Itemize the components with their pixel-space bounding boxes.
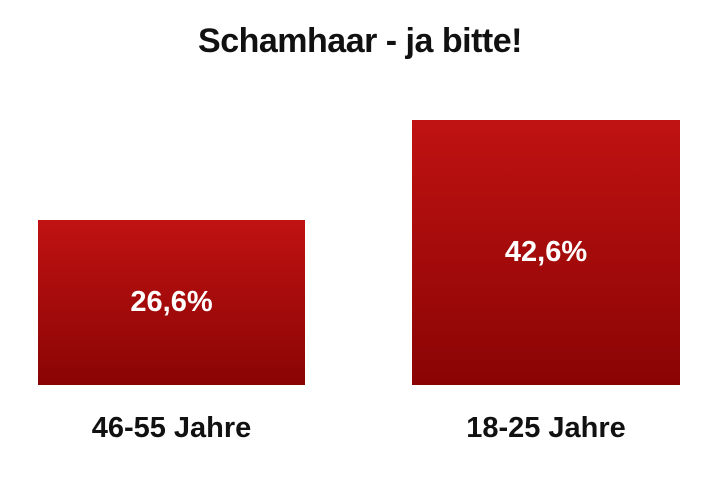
bar-18-25-jahre: 42,6% — [412, 120, 680, 385]
bar-46-55-jahre: 26,6% — [38, 220, 305, 385]
category-axis: 46-55 Jahre 18-25 Jahre — [0, 412, 720, 452]
plot-area: 26,6% 42,6% — [0, 95, 720, 385]
category-label-46-55: 46-55 Jahre — [91, 412, 252, 444]
bar-value-label: 42,6% — [504, 236, 588, 268]
chart-title: Schamhaar - ja bitte! — [198, 22, 522, 60]
category-label-18-25: 18-25 Jahre — [466, 412, 626, 444]
bar-value-label: 26,6% — [130, 286, 213, 318]
